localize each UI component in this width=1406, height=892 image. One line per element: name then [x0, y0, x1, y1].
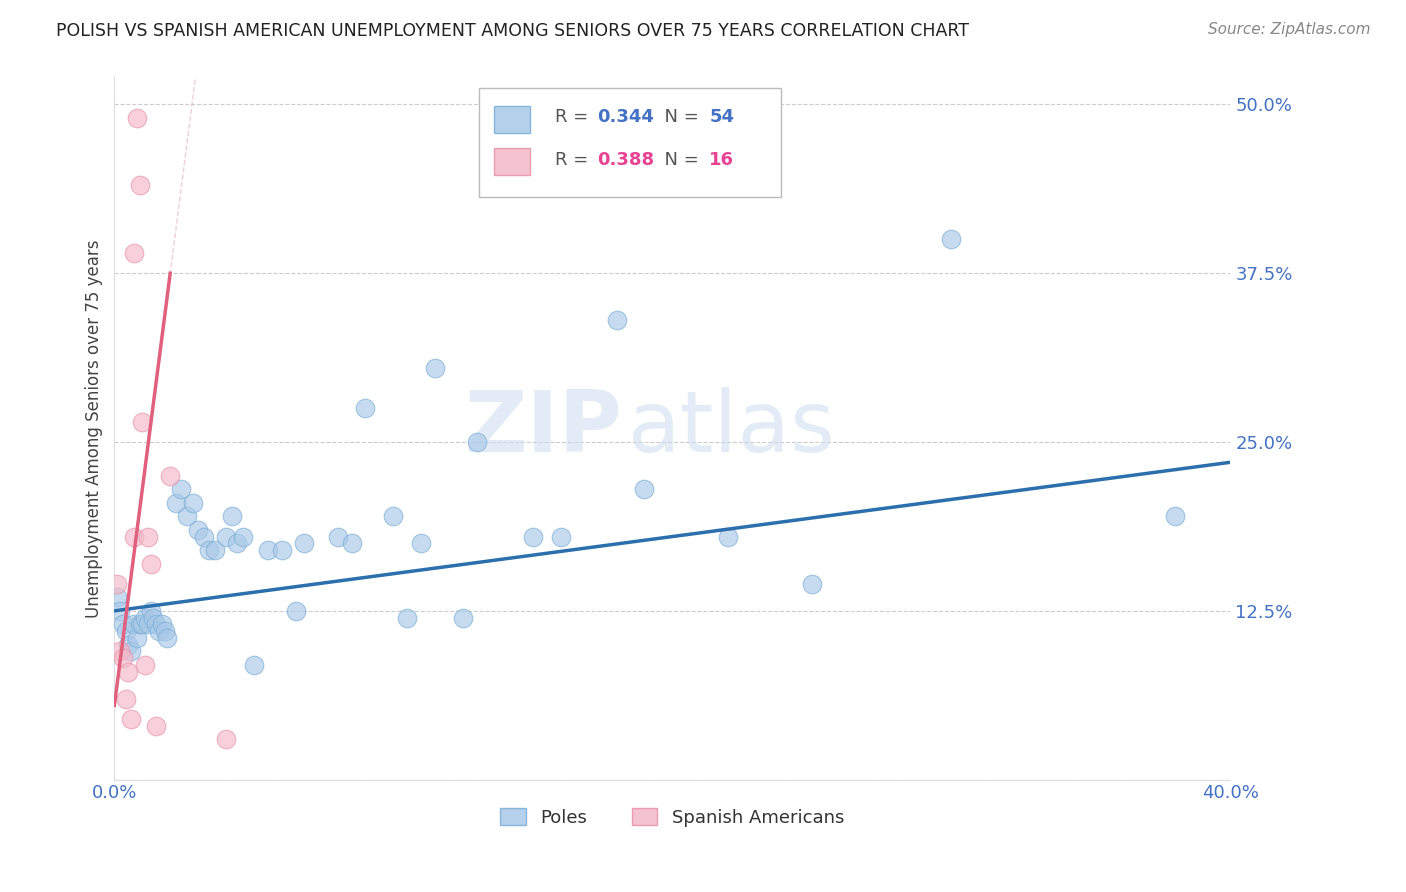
Point [170, 483, 193, 497]
Point [117, 665, 139, 679]
Point [176, 509, 198, 524]
Point [226, 536, 249, 550]
Point [354, 401, 377, 416]
Point [181, 496, 204, 510]
Point [232, 530, 254, 544]
Point [425, 360, 447, 375]
Point [159, 468, 181, 483]
Point [198, 543, 221, 558]
Point [120, 644, 142, 658]
Point [134, 610, 156, 624]
Point [340, 536, 363, 550]
Point [243, 657, 266, 672]
Text: N =: N = [654, 151, 704, 169]
Text: Source: ZipAtlas.com: Source: ZipAtlas.com [1208, 22, 1371, 37]
Point [153, 624, 176, 638]
Point [139, 557, 162, 571]
Text: 16: 16 [709, 151, 734, 169]
Point [111, 617, 134, 632]
Point [215, 530, 238, 544]
Text: R =: R = [555, 109, 595, 127]
Point [117, 638, 139, 652]
Text: atlas: atlas [627, 387, 835, 470]
Text: 0.344: 0.344 [598, 109, 654, 127]
Point [451, 610, 474, 624]
Point [270, 543, 292, 558]
Point [114, 691, 136, 706]
Point [941, 232, 963, 246]
Point [522, 530, 544, 544]
Point [257, 543, 280, 558]
Point [187, 523, 209, 537]
Point [717, 530, 740, 544]
Point [128, 617, 150, 632]
Point [145, 617, 167, 632]
Point [131, 617, 153, 632]
Point [221, 509, 243, 524]
Point [108, 604, 131, 618]
FancyBboxPatch shape [494, 148, 530, 175]
Point [550, 530, 572, 544]
Point [120, 712, 142, 726]
Point [396, 610, 419, 624]
Legend: Poles, Spanish Americans: Poles, Spanish Americans [494, 800, 852, 834]
Point [128, 178, 150, 193]
Point [122, 617, 145, 632]
Point [193, 530, 215, 544]
Point [134, 657, 156, 672]
Point [105, 591, 128, 605]
Text: R =: R = [555, 151, 595, 169]
Point [142, 610, 165, 624]
Point [148, 624, 170, 638]
Point [800, 577, 823, 591]
Text: POLISH VS SPANISH AMERICAN UNEMPLOYMENT AMONG SENIORS OVER 75 YEARS CORRELATION : POLISH VS SPANISH AMERICAN UNEMPLOYMENT … [56, 22, 969, 40]
Point [633, 483, 655, 497]
Point [165, 496, 187, 510]
Point [136, 530, 159, 544]
Point [111, 651, 134, 665]
Point [122, 246, 145, 260]
Y-axis label: Unemployment Among Seniors over 75 years: Unemployment Among Seniors over 75 years [86, 239, 103, 618]
Point [131, 415, 153, 429]
Point [105, 577, 128, 591]
Point [122, 530, 145, 544]
Point [215, 732, 238, 747]
Point [136, 617, 159, 632]
Point [156, 631, 179, 645]
Point [139, 604, 162, 618]
Point [125, 111, 148, 125]
Point [204, 543, 226, 558]
Text: 0.388: 0.388 [598, 151, 655, 169]
Point [150, 617, 173, 632]
Point [145, 718, 167, 732]
Text: N =: N = [654, 109, 704, 127]
Point [326, 530, 349, 544]
Point [292, 536, 315, 550]
Point [382, 509, 405, 524]
Point [1163, 509, 1185, 524]
Text: ZIP: ZIP [464, 387, 623, 470]
Point [465, 435, 488, 450]
Point [108, 644, 131, 658]
Point [114, 624, 136, 638]
FancyBboxPatch shape [494, 106, 530, 133]
Point [284, 604, 307, 618]
Point [411, 536, 433, 550]
Point [125, 631, 148, 645]
Text: 54: 54 [709, 109, 734, 127]
Point [606, 313, 628, 327]
FancyBboxPatch shape [479, 88, 780, 197]
